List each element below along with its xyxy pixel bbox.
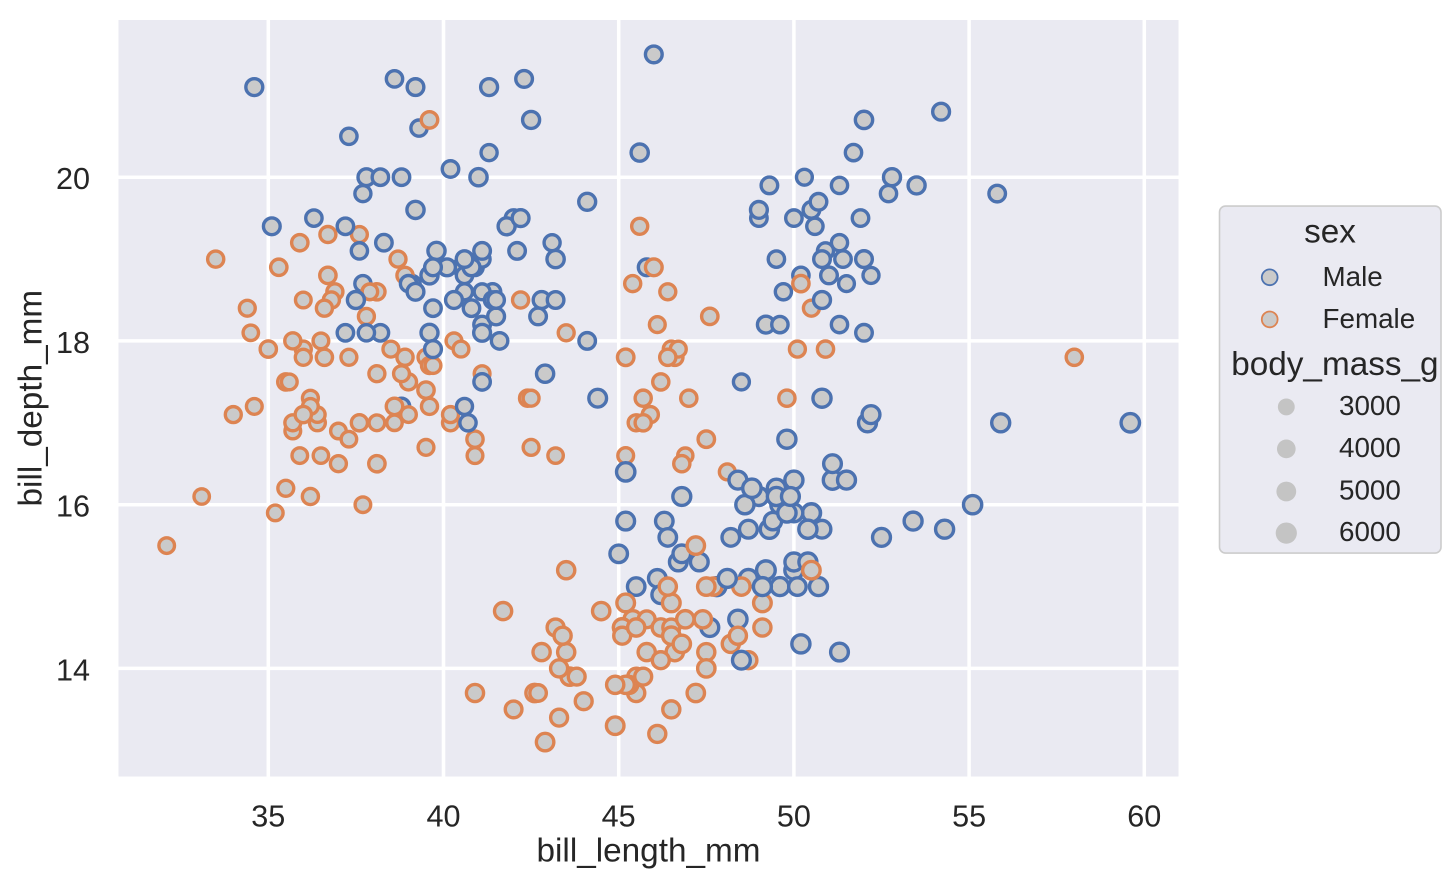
svg-text:5000: 5000 [1339,474,1401,505]
svg-text:bill_depth_mm: bill_depth_mm [13,290,50,507]
svg-text:18: 18 [56,326,90,360]
svg-text:3000: 3000 [1339,390,1401,421]
svg-text:4000: 4000 [1339,432,1401,463]
svg-text:55: 55 [952,800,986,834]
svg-text:45: 45 [602,800,636,834]
svg-text:35: 35 [251,800,285,834]
svg-text:Male: Male [1323,261,1383,292]
svg-text:sex: sex [1304,214,1356,251]
svg-text:50: 50 [777,800,811,834]
svg-text:bill_length_mm: bill_length_mm [537,833,761,870]
svg-text:14: 14 [56,653,90,687]
svg-text:16: 16 [56,490,90,524]
svg-text:40: 40 [426,800,460,834]
svg-text:60: 60 [1127,800,1161,834]
svg-text:body_mass_g: body_mass_g [1231,346,1438,383]
svg-text:Female: Female [1323,303,1416,334]
svg-text:6000: 6000 [1339,516,1401,547]
svg-text:20: 20 [56,162,90,196]
